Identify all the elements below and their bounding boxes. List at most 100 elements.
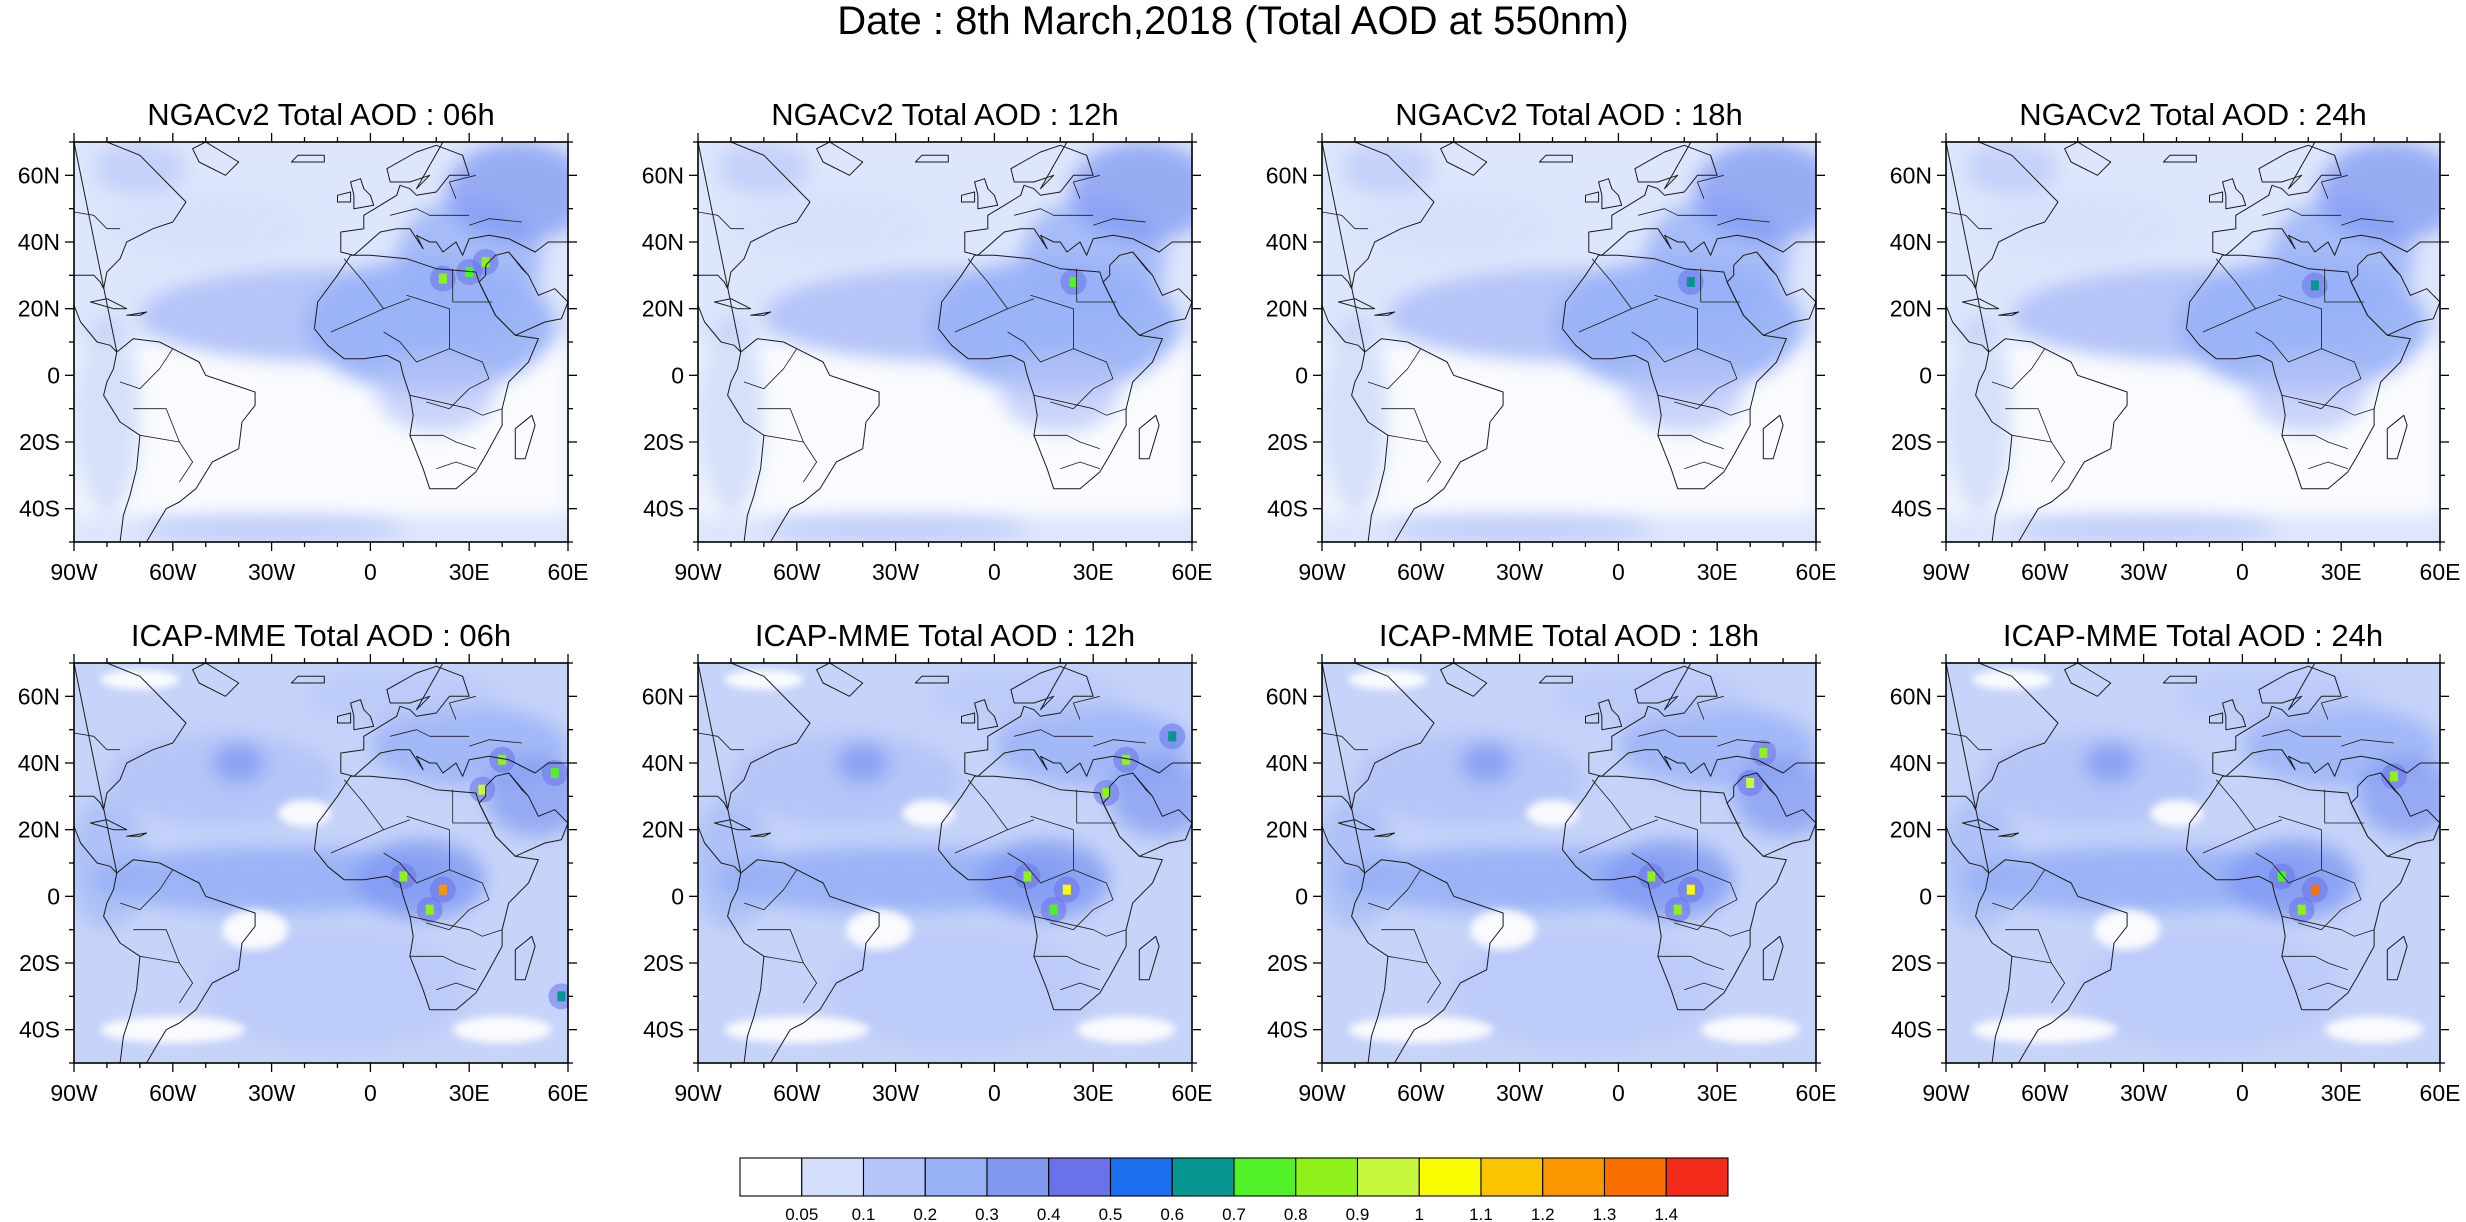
aod-hotspot-core <box>1049 904 1058 915</box>
aod-hotspot-core <box>1746 778 1755 788</box>
colorbar-label: 1 <box>1415 1205 1424 1222</box>
aod-hotspot-core <box>1759 748 1768 758</box>
colorbar-label: 1.4 <box>1654 1205 1678 1222</box>
lon-tick-label: 90W <box>1298 1080 1346 1106</box>
lon-tick-label: 30E <box>1073 559 1114 585</box>
aod-field <box>698 663 1192 1063</box>
panel-title: ICAP-MME Total AOD : 06h <box>131 618 511 653</box>
aod-hotspot-core <box>438 273 447 284</box>
lat-tick-label: 20N <box>642 296 684 322</box>
lat-tick-label: 20S <box>19 950 60 976</box>
lat-tick-label: 40N <box>1266 229 1308 255</box>
aod-hotspot-core <box>399 871 408 882</box>
panel-title: NGACv2 Total AOD : 06h <box>147 97 494 132</box>
lon-tick-label: 60E <box>2420 1080 2461 1106</box>
aod-hotspot-core <box>478 784 487 795</box>
lat-tick-label: 20N <box>1266 817 1308 843</box>
map-panel: NGACv2 Total AOD : 12h 90W 60W 30W 0 30E 60E 60… <box>642 97 1213 585</box>
lon-tick-label: 0 <box>988 559 1001 585</box>
colorbar-label: 0.2 <box>913 1205 937 1222</box>
lat-tick-label: 20N <box>1890 817 1932 843</box>
colorbar-swatch <box>1480 1157 1544 1197</box>
lat-tick-label: 40S <box>1891 1017 1932 1043</box>
colorbar-label: 0.1 <box>852 1205 876 1222</box>
aod-field <box>74 663 568 1063</box>
aod-field <box>698 142 1192 542</box>
lat-tick-label: 60N <box>18 162 60 188</box>
aod-hotspot-core <box>481 257 490 267</box>
lat-tick-label: 40N <box>18 750 60 776</box>
lat-tick-label: 60N <box>18 683 60 709</box>
lon-tick-label: 0 <box>364 1080 377 1106</box>
lon-tick-label: 30W <box>1496 559 1544 585</box>
lon-tick-label: 30W <box>2120 1080 2168 1106</box>
panel-title: ICAP-MME Total AOD : 18h <box>1379 618 1759 653</box>
lat-tick-label: 20S <box>1891 950 1932 976</box>
aod-hotspot-core <box>1686 277 1695 287</box>
colorbar-label: 0.05 <box>785 1205 818 1222</box>
lon-tick-label: 30E <box>1697 559 1738 585</box>
lat-tick-label: 40N <box>642 229 684 255</box>
lat-tick-label: 20N <box>642 817 684 843</box>
map-panel: ICAP-MME Total AOD : 12h 90W 60W 30W 0 30E 60E… <box>642 618 1213 1106</box>
lon-tick-label: 30E <box>2321 1080 2362 1106</box>
lat-tick-label: 0 <box>1919 362 1932 388</box>
panel-title: ICAP-MME Total AOD : 12h <box>755 618 1135 653</box>
lon-tick-label: 60W <box>149 559 197 585</box>
lon-tick-label: 90W <box>1922 559 1970 585</box>
panel-title: NGACv2 Total AOD : 12h <box>771 97 1118 132</box>
lon-tick-label: 60E <box>2420 559 2461 585</box>
lat-tick-label: 60N <box>642 162 684 188</box>
figure-title: Date : 8th March,2018 (Total AOD at 550n… <box>837 0 1629 43</box>
colorbar-swatch <box>1665 1157 1729 1197</box>
colorbar-swatch <box>1109 1157 1173 1197</box>
aod-hotspot-core <box>1647 871 1656 882</box>
lat-tick-label: 40S <box>643 1017 684 1043</box>
colorbar-label: 1.2 <box>1531 1205 1555 1222</box>
lon-tick-label: 90W <box>674 559 722 585</box>
lon-tick-label: 90W <box>50 1080 98 1106</box>
coastlines <box>74 142 568 542</box>
lat-tick-label: 40S <box>643 496 684 522</box>
map-panel: ICAP-MME Total AOD : 24h 90W 60W 30W 0 30E 60E… <box>1890 618 2461 1106</box>
lat-tick-label: 0 <box>1295 362 1308 388</box>
aod-hotspot-core <box>498 754 507 765</box>
lon-tick-label: 30W <box>872 559 920 585</box>
panel-title: NGACv2 Total AOD : 18h <box>1395 97 1742 132</box>
lat-tick-label: 20N <box>18 296 60 322</box>
lon-tick-label: 90W <box>50 559 98 585</box>
lon-tick-label: 60E <box>548 1080 589 1106</box>
colorbar-label: 1.3 <box>1593 1205 1617 1222</box>
lon-tick-label: 90W <box>1922 1080 1970 1106</box>
colorbar-label: 0.8 <box>1284 1205 1308 1222</box>
lon-tick-label: 60W <box>773 559 821 585</box>
colorbar-label: 0.9 <box>1346 1205 1370 1222</box>
lat-tick-label: 60N <box>1890 683 1932 709</box>
lon-tick-label: 30E <box>449 1080 490 1106</box>
lat-tick-label: 40N <box>642 750 684 776</box>
coastlines <box>1322 663 1816 1063</box>
aod-hotspot-core <box>1686 884 1695 895</box>
lon-tick-label: 0 <box>1612 559 1625 585</box>
lat-tick-label: 40S <box>19 1017 60 1043</box>
colorbar-label: 0.7 <box>1222 1205 1246 1222</box>
lon-tick-label: 0 <box>1612 1080 1625 1106</box>
lon-tick-label: 0 <box>2236 1080 2249 1106</box>
aod-field <box>1946 142 2440 542</box>
lat-tick-label: 20N <box>1890 296 1932 322</box>
lat-tick-label: 40S <box>1267 496 1308 522</box>
aod-hotspot-core <box>1062 884 1071 895</box>
colorbar: 0.05 0.1 0.2 0.3 0.4 0.5 0.6 0.7 0.8 0.9 1 1.1 1.2 1.… <box>739 1157 1729 1222</box>
colorbar-label: 0.3 <box>975 1205 999 1222</box>
colorbar-swatch <box>1048 1157 1112 1197</box>
lat-tick-label: 40N <box>18 229 60 255</box>
colorbar-label: 0.5 <box>1099 1205 1123 1222</box>
aod-hotspot-core <box>438 884 447 895</box>
lat-tick-label: 0 <box>47 883 60 909</box>
colorbar-swatch <box>1356 1157 1420 1197</box>
aod-hotspot-core <box>1168 731 1177 742</box>
lat-tick-label: 20N <box>1266 296 1308 322</box>
lon-tick-label: 60E <box>1796 1080 1837 1106</box>
aod-hotspot-core <box>2389 771 2398 782</box>
